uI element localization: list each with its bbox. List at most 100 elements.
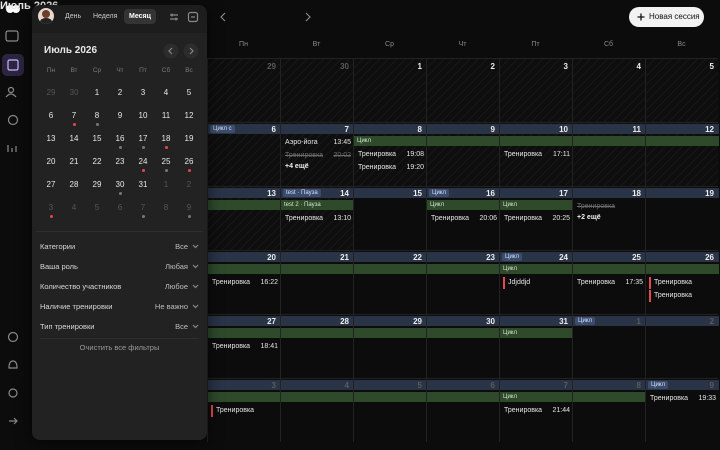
day-cell[interactable]: 10 Тренировка 17:11 — [499, 122, 573, 186]
event[interactable]: Тренировка 16:22 — [211, 277, 278, 289]
mini-day[interactable]: 12 — [184, 111, 194, 120]
day-cell[interactable]: 12 — [645, 122, 719, 186]
mini-day[interactable]: 1 — [163, 180, 169, 189]
mini-day[interactable]: 5 — [186, 88, 192, 97]
day-cell[interactable]: 4 — [280, 378, 354, 442]
filter-row[interactable]: Наличие тренировки Не важно — [40, 302, 199, 314]
day-cell[interactable]: 1 — [353, 58, 426, 122]
day-cell[interactable]: 9 Цикл Тренировка 19:33 — [645, 378, 719, 442]
mini-day[interactable]: 11 — [161, 111, 171, 120]
clear-filters[interactable]: Очистить все фильтры — [79, 343, 160, 352]
day-cell[interactable]: 2 — [426, 58, 499, 122]
day-cell[interactable]: 14 test · Пауза test 2 · Пауза Тренировка 13… — [280, 186, 354, 250]
day-cell[interactable]: 23 — [426, 250, 500, 314]
logo[interactable] — [6, 5, 20, 13]
mini-day[interactable]: 2 — [186, 180, 192, 189]
event[interactable]: Аэро-йога 13:45 — [284, 137, 351, 149]
mini-day[interactable]: 2 — [117, 88, 123, 97]
mini-day[interactable]: 4 — [163, 88, 169, 97]
filter-row[interactable]: Ваша роль Любая — [40, 262, 199, 274]
mini-day[interactable]: 9 — [117, 111, 123, 120]
day-cell[interactable]: 7 Цикл Тренировка 21:44 — [499, 378, 573, 442]
mini-day[interactable]: 13 — [46, 134, 56, 143]
event[interactable]: Тренировка 17:11 — [503, 149, 570, 161]
avatar[interactable] — [38, 8, 54, 24]
day-cell[interactable]: 5 — [353, 378, 427, 442]
nav-stats[interactable] — [7, 145, 17, 152]
event[interactable]: Тренировка 19:20 — [357, 162, 424, 174]
event[interactable]: Тренировка 17:35 — [576, 277, 643, 289]
event[interactable]: Тренировка 20:02 — [284, 150, 351, 162]
day-cell[interactable]: 8 — [572, 378, 646, 442]
mini-day[interactable]: 7 — [71, 111, 77, 120]
day-cell[interactable]: 29 — [353, 314, 427, 378]
view-tab[interactable]: Неделя — [93, 13, 118, 20]
day-cell[interactable]: 1 Цикл — [572, 314, 646, 378]
day-cell[interactable]: 27 Тренировка 18:41 — [207, 314, 281, 378]
mini-day[interactable]: 10 — [138, 111, 148, 120]
nav-settings[interactable] — [8, 388, 18, 398]
mini-day[interactable]: 22 — [92, 157, 102, 166]
mini-day[interactable]: 23 — [115, 157, 125, 166]
nav-calendar[interactable] — [7, 59, 19, 71]
view-tab[interactable]: Месяц — [124, 9, 156, 24]
day-cell[interactable]: 22 — [353, 250, 427, 314]
day-cell[interactable]: 6 Цикл с — [207, 122, 281, 186]
mini-day[interactable]: 29 — [46, 88, 56, 97]
mini-day[interactable]: 30 — [69, 88, 79, 97]
prev-month[interactable] — [218, 10, 228, 24]
export-icon[interactable] — [187, 11, 199, 23]
mini-day[interactable]: 4 — [71, 203, 77, 212]
day-cell[interactable]: 24 Цикл Цикл Jdjddjd — [499, 250, 573, 314]
more-events[interactable]: +2 ещё — [577, 214, 601, 221]
mini-day[interactable]: 28 — [69, 180, 79, 189]
event[interactable]: Тренировка — [649, 290, 716, 302]
mini-day[interactable]: 30 — [115, 180, 125, 189]
event[interactable]: Jdjddjd — [503, 277, 570, 289]
mini-prev[interactable] — [163, 43, 179, 59]
mini-day[interactable]: 24 — [138, 157, 148, 166]
nav-notifications[interactable] — [8, 360, 18, 369]
mini-day[interactable]: 15 — [92, 134, 102, 143]
day-cell[interactable]: 6 — [426, 378, 500, 442]
day-cell[interactable]: 16 Цикл Цикл Тренировка 20:06 — [426, 186, 500, 250]
filter-row[interactable]: Тип тренировки Все — [40, 322, 199, 334]
next-month[interactable] — [303, 10, 313, 24]
day-cell[interactable]: 25 Тренировка 17:35 — [572, 250, 646, 314]
mini-day[interactable]: 5 — [94, 203, 100, 212]
mini-day[interactable]: 17 — [138, 134, 148, 143]
event[interactable]: Тренировка — [211, 405, 278, 417]
mini-day[interactable]: 16 — [115, 134, 125, 143]
mini-next[interactable] — [183, 43, 199, 59]
day-cell[interactable]: 17 Цикл Тренировка 20:25 — [499, 186, 573, 250]
event[interactable]: Тренировка — [576, 201, 643, 213]
new-session-button[interactable]: Новая сессия — [629, 7, 704, 27]
mini-day[interactable]: 6 — [48, 111, 54, 120]
day-cell[interactable]: 4 — [572, 58, 645, 122]
day-cell[interactable]: 3 — [499, 58, 572, 122]
day-cell[interactable]: 3 Тренировка — [207, 378, 281, 442]
day-cell[interactable]: 8 Цикл Тренировка 19:08 Тренировка 19:20 — [353, 122, 427, 186]
mini-day[interactable]: 20 — [46, 157, 56, 166]
more-events[interactable]: +4 ещё — [285, 163, 309, 170]
view-tab[interactable]: День — [65, 13, 82, 20]
mini-day[interactable]: 8 — [94, 111, 100, 120]
event[interactable]: Тренировка 19:08 — [357, 149, 424, 161]
nav-profile[interactable] — [7, 114, 19, 126]
day-cell[interactable]: 9 — [426, 122, 500, 186]
mini-day[interactable]: 3 — [140, 88, 146, 97]
day-cell[interactable]: 19 — [645, 186, 719, 250]
filter-row[interactable]: Количество участников Любое — [40, 282, 199, 294]
event[interactable]: Тренировка 18:41 — [211, 341, 278, 353]
nav-people[interactable] — [5, 86, 17, 98]
mini-day[interactable]: 8 — [163, 203, 169, 212]
day-cell[interactable]: 11 — [572, 122, 646, 186]
mini-day[interactable]: 27 — [46, 180, 56, 189]
mini-day[interactable]: 7 — [140, 203, 146, 212]
mini-day[interactable]: 3 — [48, 203, 54, 212]
nav-dashboard[interactable] — [5, 30, 19, 42]
day-cell[interactable]: 31 Цикл — [499, 314, 573, 378]
event[interactable]: Тренировка 20:06 — [430, 213, 497, 225]
event[interactable]: Тренировка 13:10 — [284, 213, 351, 225]
day-cell[interactable]: 15 — [353, 186, 427, 250]
